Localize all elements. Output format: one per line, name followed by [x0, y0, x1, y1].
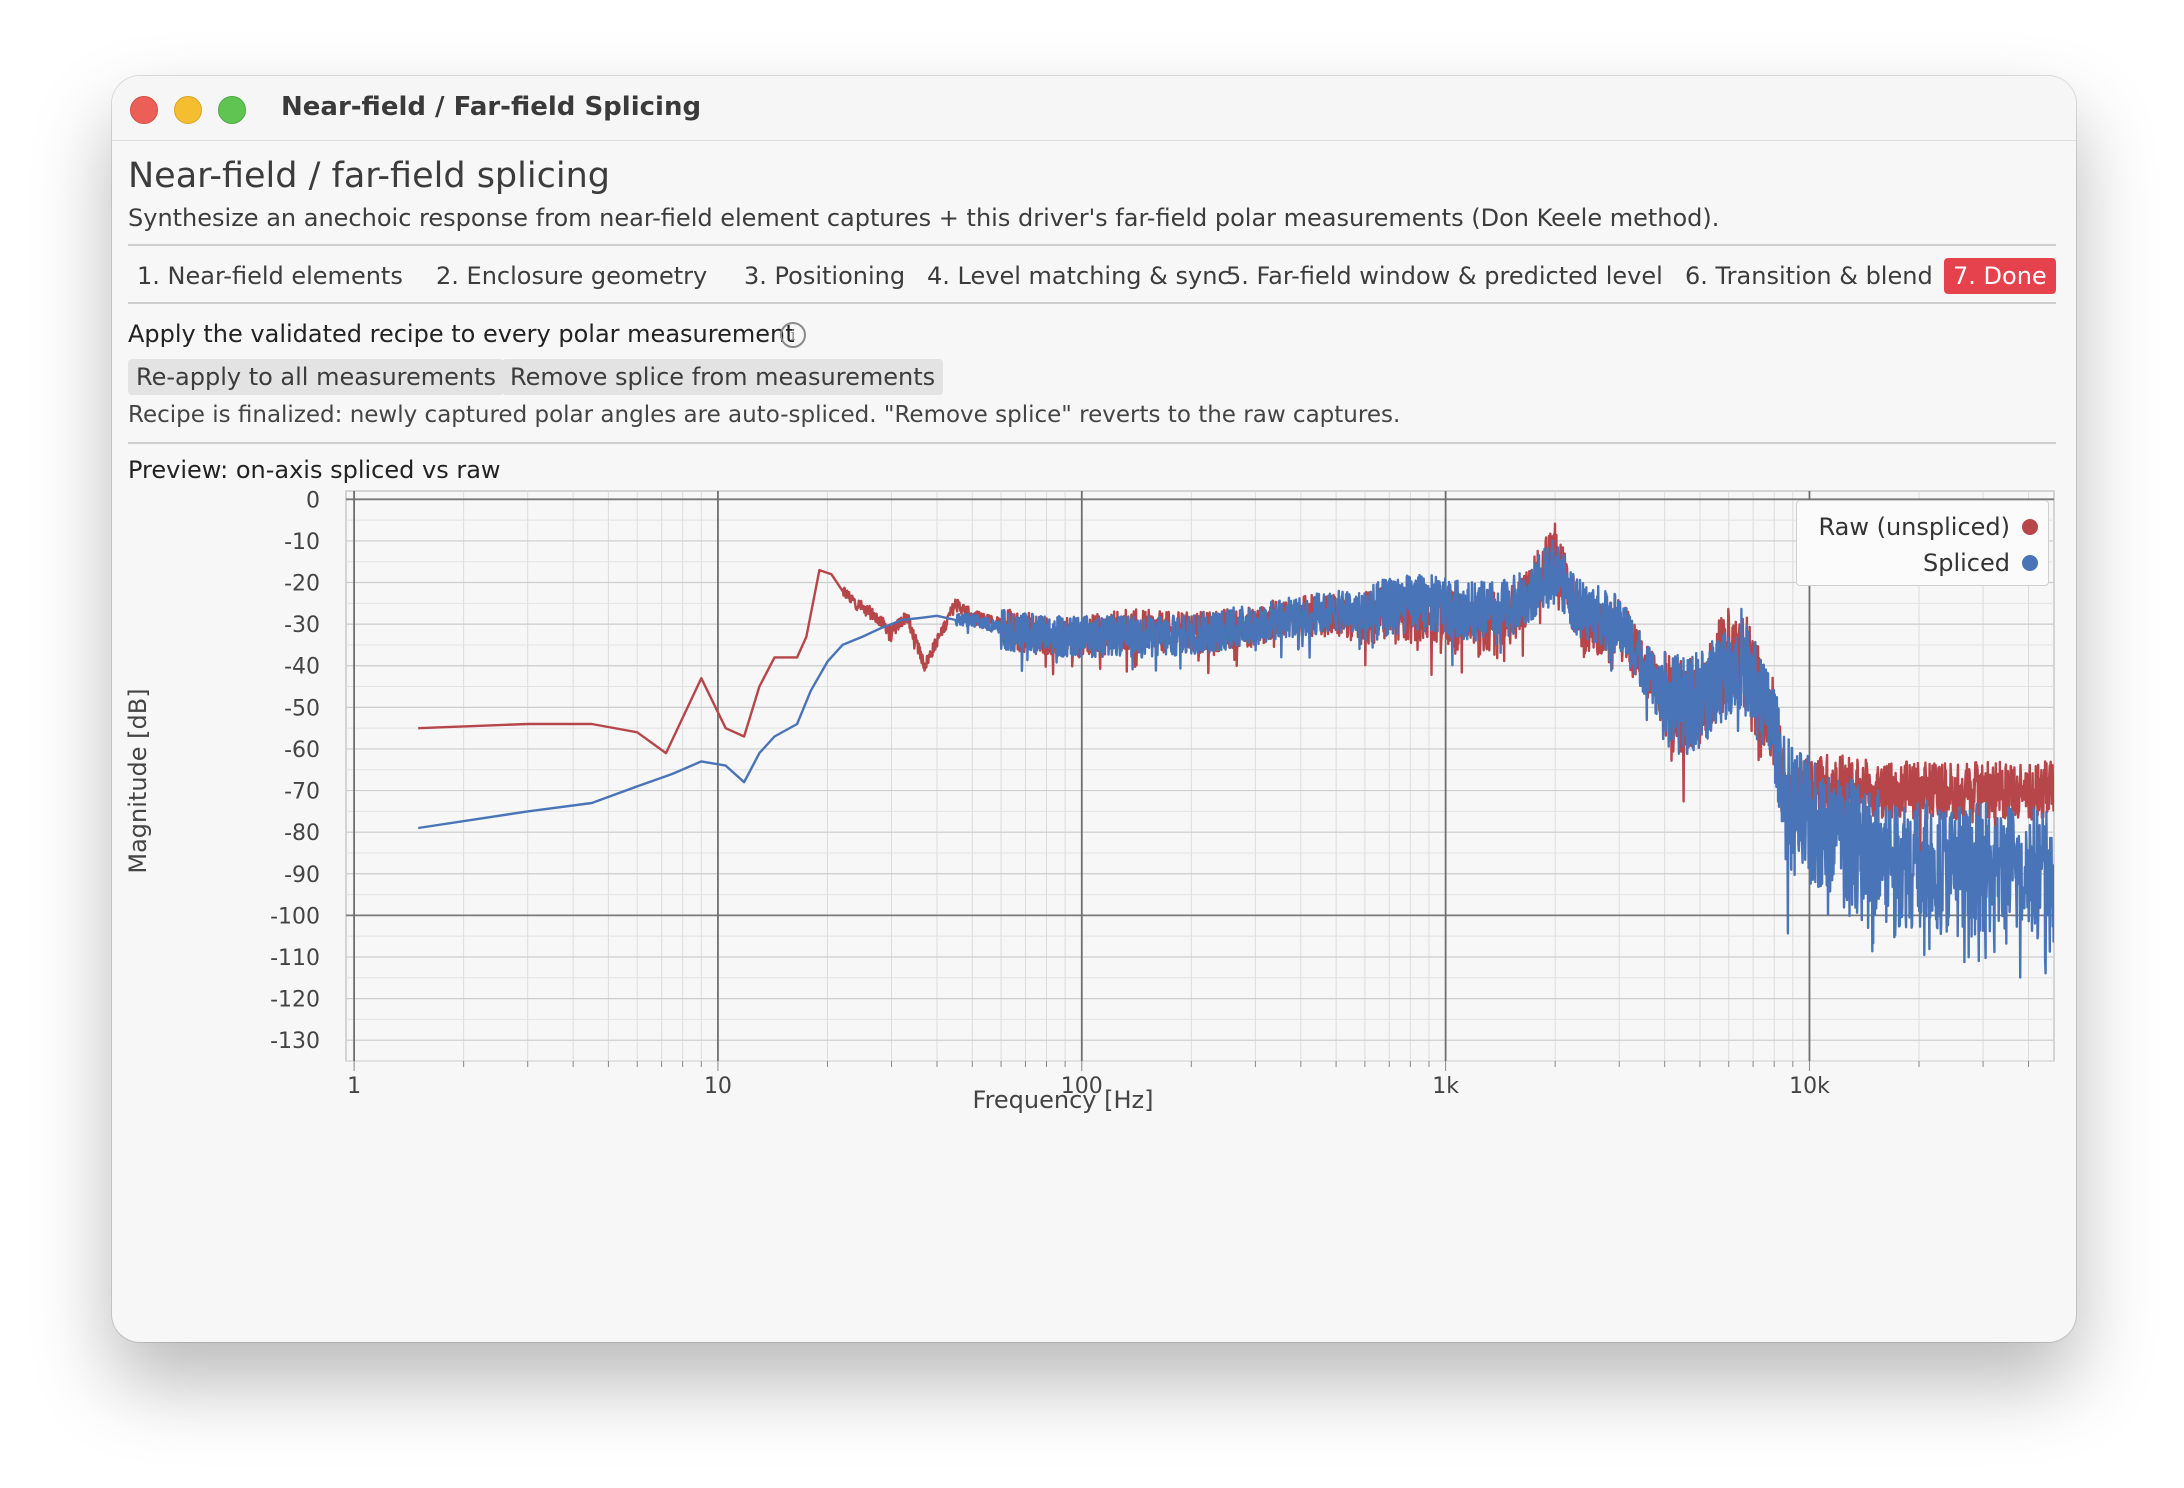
reapply-all-button[interactable]: Re-apply to all measurements — [128, 359, 505, 395]
legend-swatch-spliced — [2022, 555, 2038, 571]
series-spliced-line — [418, 539, 2054, 979]
tab-level-matching[interactable]: 4. Level matching & sync — [927, 262, 1231, 290]
chart-legend: Raw (unspliced) Spliced — [1796, 500, 2049, 586]
x-tick-label: 100 — [1061, 1074, 1103, 1099]
tab-near-field-elements[interactable]: 1. Near-field elements — [137, 262, 403, 290]
tab-enclosure-geometry[interactable]: 2. Enclosure geometry — [436, 262, 708, 290]
legend-swatch-raw — [2022, 519, 2038, 535]
chart-canvas: 0 -10 -20 -30 -40 -50 -60 -70 -80 -90 -100 -110 -120… — [270, 488, 2055, 1099]
y-tick-label: -20 — [284, 572, 320, 597]
x-tick-label: 1k — [1432, 1074, 1459, 1099]
minimize-window-button[interactable] — [174, 96, 202, 124]
divider — [128, 442, 2056, 444]
legend-item-spliced[interactable]: Spliced — [1923, 547, 2038, 579]
y-tick-label: -40 — [284, 655, 320, 680]
y-tick-label: -30 — [284, 613, 320, 638]
x-axis-label: Frequency [Hz] — [972, 1086, 1154, 1114]
y-tick-label: 0 — [306, 488, 320, 513]
plot-background — [345, 490, 2055, 1062]
y-tick-label: -120 — [270, 988, 320, 1013]
y-tick-label: -110 — [270, 946, 320, 971]
tab-transition-blend[interactable]: 6. Transition & blend — [1685, 262, 1933, 290]
y-tick-label: -10 — [284, 530, 320, 555]
y-tick-label: -80 — [284, 821, 320, 846]
tab-far-field-window[interactable]: 5. Far-field window & predicted level — [1226, 262, 1663, 290]
recipe-status-note: Recipe is finalized: newly captured pola… — [128, 402, 1401, 428]
y-tick-label: -90 — [284, 863, 320, 888]
divider — [128, 302, 2056, 304]
tab-done[interactable]: 7. Done — [1944, 258, 2056, 294]
zoom-window-button[interactable] — [218, 96, 246, 124]
window-title: Near-field / Far-field Splicing — [281, 92, 702, 122]
legend-label-spliced: Spliced — [1923, 549, 2010, 577]
close-window-button[interactable] — [130, 96, 158, 124]
page-title: Near-field / far-field splicing — [128, 156, 610, 196]
y-tick-label: -60 — [284, 738, 320, 763]
page-subtitle: Synthesize an anechoic response from nea… — [128, 204, 1720, 232]
legend-item-raw[interactable]: Raw (unspliced) — [1818, 511, 2038, 543]
title-bar: Near-field / Far-field Splicing — [112, 76, 2076, 141]
y-tick-label: -100 — [270, 904, 320, 929]
y-tick-label: -70 — [284, 780, 320, 805]
x-tick-label: 10k — [1789, 1074, 1830, 1099]
y-axis-label: Magnitude [dB] — [124, 688, 152, 874]
splicing-window: Near-field / Far-field Splicing Near-fie… — [112, 76, 2076, 1342]
apply-section-title: Apply the validated recipe to every pola… — [128, 320, 795, 348]
tab-positioning[interactable]: 3. Positioning — [744, 262, 906, 290]
divider — [128, 244, 2056, 246]
x-tick-label: 1 — [347, 1074, 361, 1099]
preview-title: Preview: on-axis spliced vs raw — [128, 456, 501, 484]
frequency-response-chart[interactable]: 0 -10 -20 -30 -40 -50 -60 -70 -80 -90 -100 -110 -120… — [236, 488, 2055, 1099]
legend-label-raw: Raw (unspliced) — [1818, 513, 2010, 541]
remove-splice-button[interactable]: Remove splice from measurements — [502, 359, 944, 395]
info-icon[interactable]: i — [780, 322, 806, 348]
y-tick-label: -50 — [284, 696, 320, 721]
x-tick-label: 10 — [704, 1074, 732, 1099]
y-tick-label: -130 — [270, 1029, 320, 1054]
